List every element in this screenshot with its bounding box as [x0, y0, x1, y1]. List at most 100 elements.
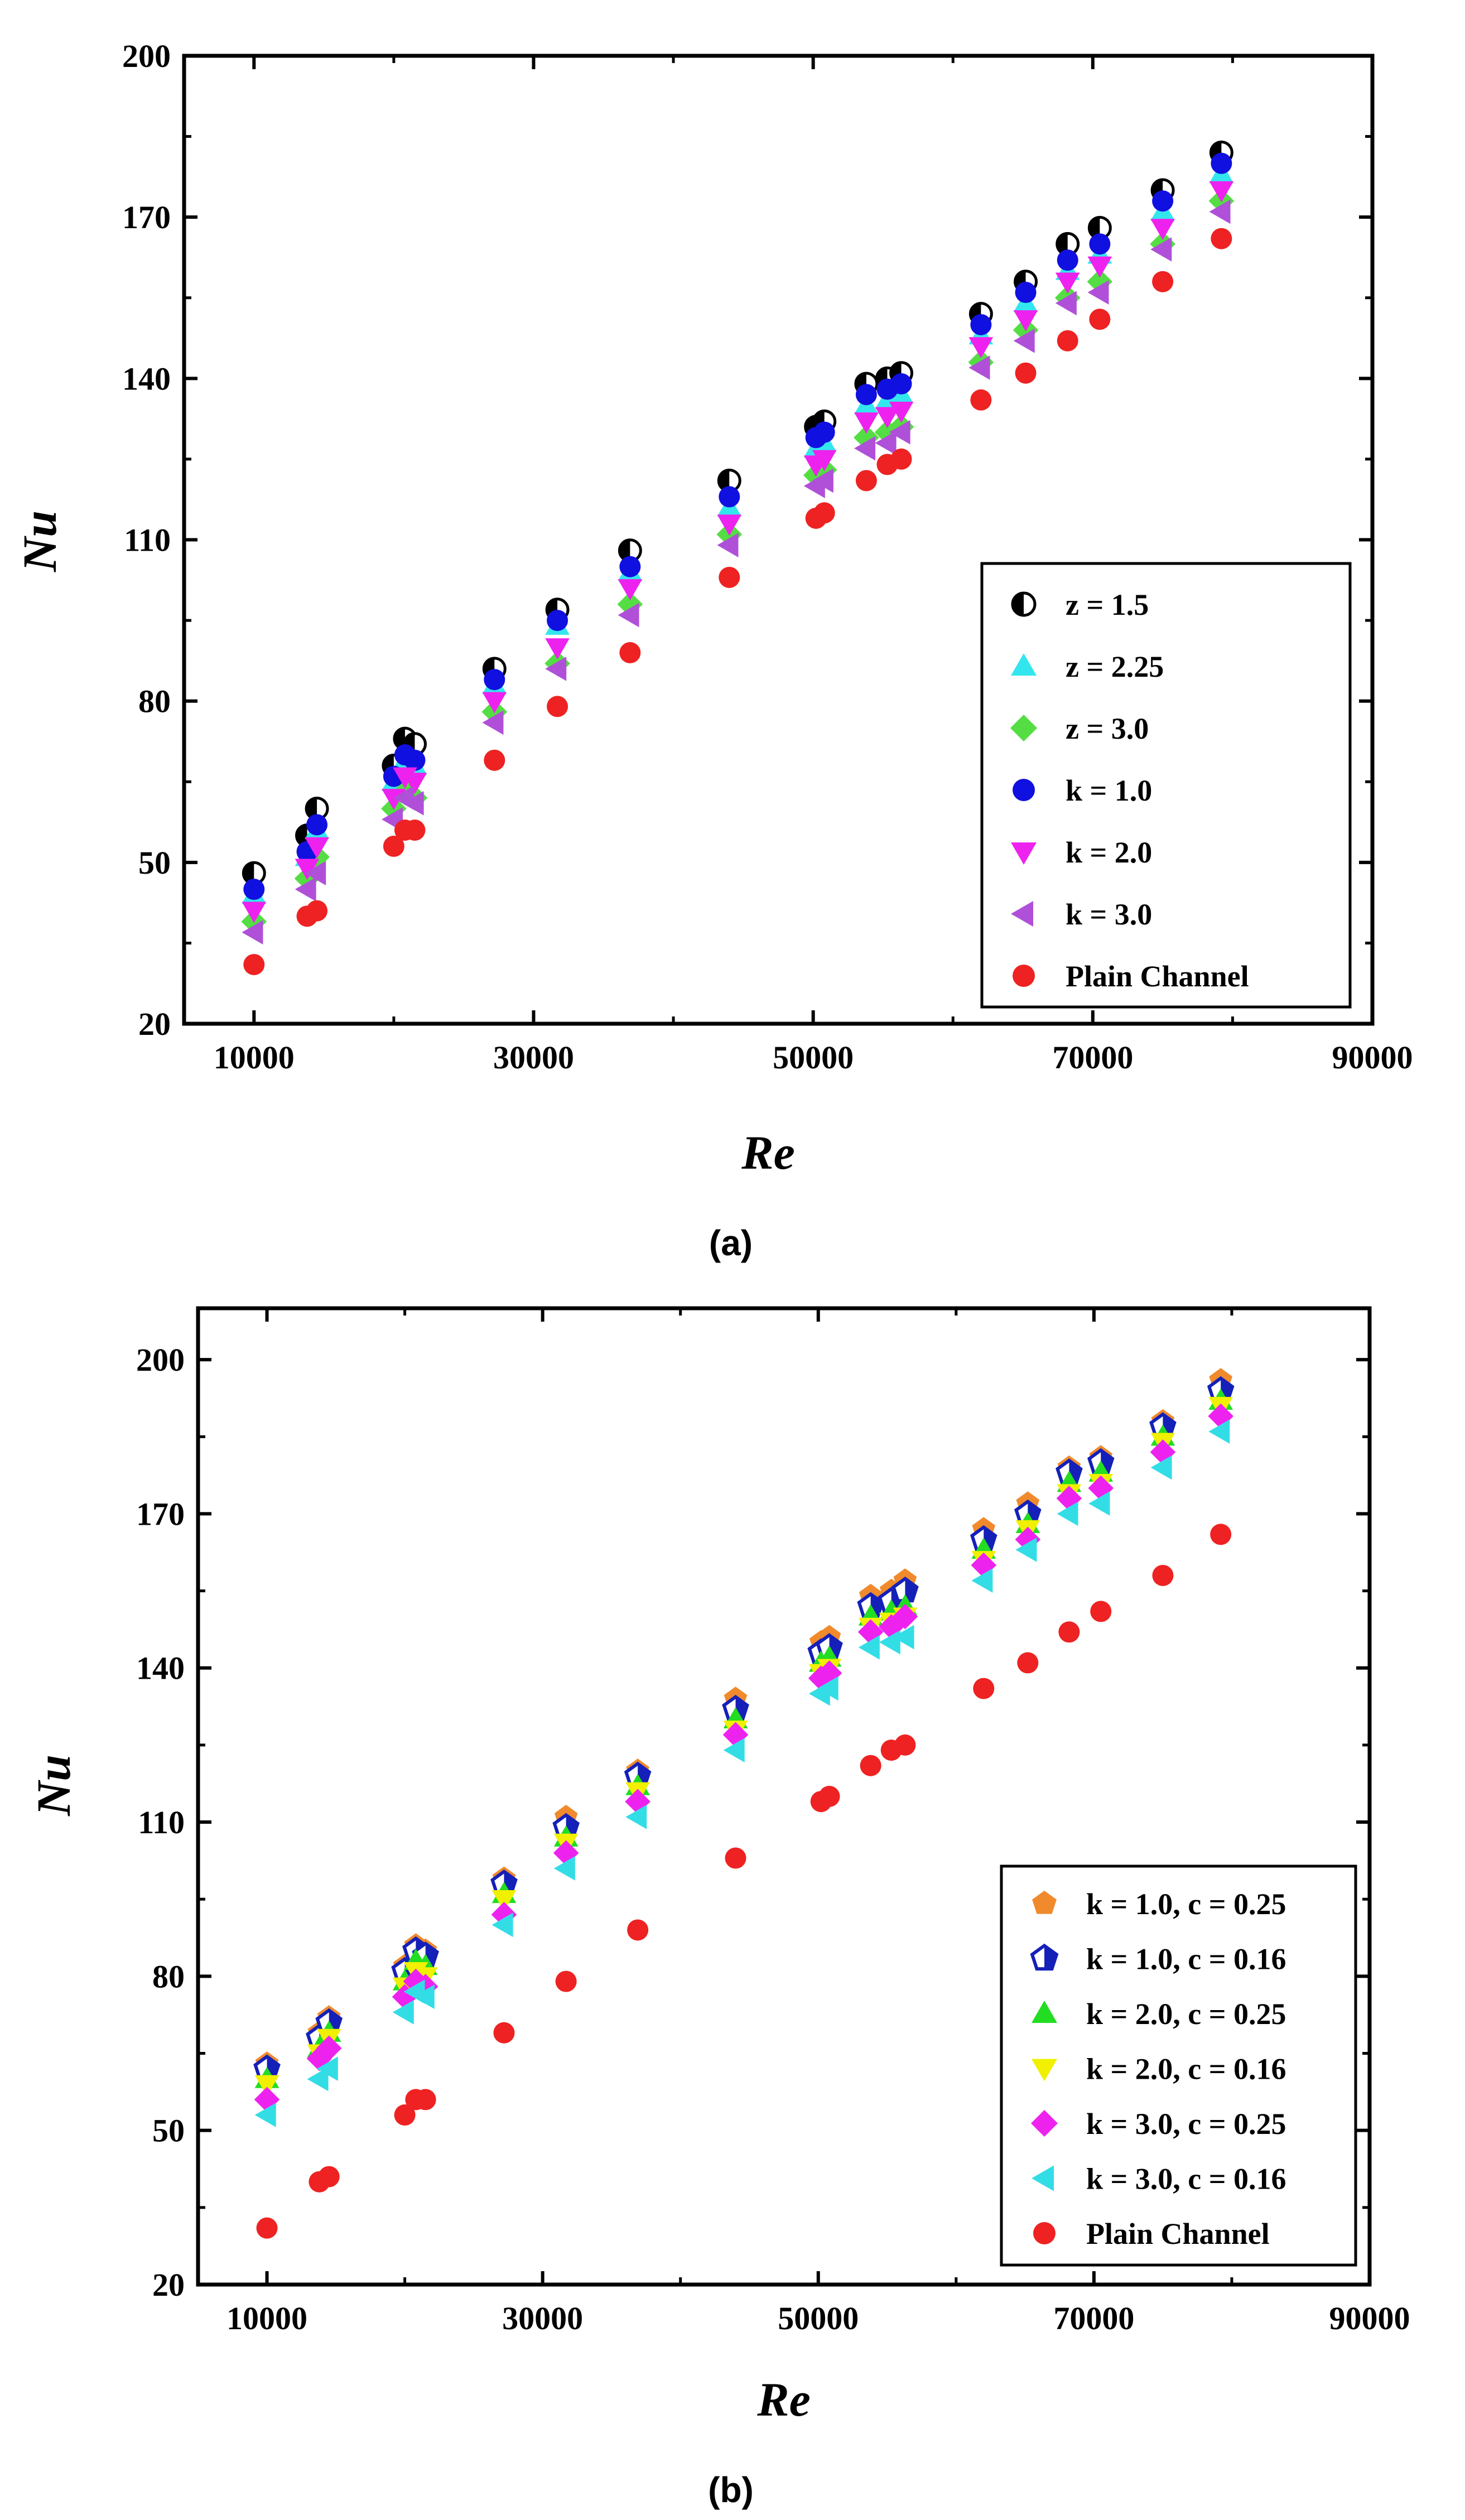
legend-marker: [1010, 715, 1037, 741]
data-point: [618, 603, 639, 628]
series-k-1-0: [243, 152, 1232, 900]
data-point: [482, 692, 507, 714]
legend-label: k = 1.0, c = 0.16: [1086, 1943, 1286, 1976]
data-point: [1210, 1524, 1232, 1545]
data-point: [491, 1890, 517, 1912]
data-point: [305, 837, 329, 859]
legend: k = 1.0, c = 0.25 k = 1.0, c = 0.16 k = 2.…: [1000, 1864, 1357, 2267]
data-point: [1057, 330, 1078, 351]
data-point: [719, 486, 740, 508]
legend-marker: [1013, 965, 1035, 987]
data-point: [812, 468, 833, 493]
data-point: [970, 314, 992, 335]
data-point: [1088, 1491, 1110, 1516]
data-point: [1089, 309, 1111, 330]
legend-marker: [1031, 2110, 1058, 2137]
data-point: [295, 877, 316, 902]
data-point: [619, 642, 641, 663]
panel-b: 10000 30000 50000 70000 90000 20 50 80 110 140 170…: [27, 1306, 1410, 2510]
x-tick-label: 50000: [773, 1039, 854, 1076]
data-point: [1087, 280, 1109, 305]
legend-label: z = 2.25: [1066, 650, 1164, 683]
data-point: [618, 538, 642, 563]
legend-label: z = 3.0: [1066, 712, 1149, 745]
legend-marker: [1032, 2001, 1057, 2023]
data-point: [393, 767, 417, 789]
data-point: [1152, 271, 1174, 292]
data-point: [484, 669, 505, 691]
data-point: [1055, 291, 1077, 316]
data-point: [1208, 1403, 1233, 1429]
data-point: [316, 2035, 342, 2061]
data-point: [813, 502, 835, 524]
data-point: [545, 656, 567, 681]
data-point: [1055, 272, 1080, 294]
x-tick-label: 50000: [778, 2300, 859, 2336]
y-tick-label: 200: [136, 1342, 185, 1378]
data-point: [404, 749, 426, 771]
data-point: [1209, 181, 1234, 203]
data-point: [1087, 215, 1112, 240]
data-point: [555, 1970, 577, 1992]
data-point: [1209, 199, 1231, 224]
legend-marker: [1032, 1891, 1057, 1914]
data-point: [305, 796, 329, 821]
y-tick-label: 110: [138, 1804, 185, 1840]
legend-label: k = 3.0, c = 0.25: [1086, 2107, 1286, 2141]
y-tick-label: 50: [138, 845, 171, 881]
x-tick-label: 90000: [1329, 2300, 1410, 2336]
data-point: [1152, 190, 1174, 212]
data-point: [1088, 1475, 1114, 1501]
legend-marker: [1011, 842, 1037, 865]
legend-label: k = 2.0, c = 0.16: [1086, 2052, 1286, 2086]
data-point: [627, 1919, 649, 1941]
legend-label: Plain Channel: [1066, 960, 1249, 993]
data-point: [892, 1603, 918, 1630]
data-point: [1150, 219, 1175, 240]
data-point: [625, 1804, 647, 1829]
panel-caption: (b): [708, 2470, 754, 2510]
data-point: [971, 1568, 993, 1593]
data-point: [1152, 1564, 1174, 1586]
data-point: [968, 337, 994, 359]
data-point: [817, 1676, 838, 1701]
data-point: [854, 412, 879, 434]
data-point: [404, 820, 426, 841]
legend-marker: [1033, 2222, 1056, 2244]
data-point: [818, 1786, 840, 1807]
legend-marker: [1011, 901, 1033, 927]
data-point: [1015, 1538, 1037, 1562]
legend: z = 1.5 z = 2.25 z = 3.0 k = 1.0 k = 2.0 k = …: [980, 562, 1352, 1009]
data-point: [242, 920, 263, 945]
data-point: [875, 431, 897, 455]
legend-label: k = 3.0, c = 0.16: [1086, 2162, 1286, 2196]
data-point: [305, 861, 326, 885]
data-point: [1013, 329, 1035, 353]
data-point: [973, 1678, 995, 1699]
data-point: [402, 791, 424, 816]
legend-label: k = 1.0: [1066, 774, 1152, 807]
data-point: [1211, 152, 1232, 174]
y-tick-label: 80: [152, 1958, 185, 1994]
data-point: [547, 696, 568, 717]
data-point: [890, 448, 912, 470]
data-point: [242, 861, 266, 885]
data-point: [394, 2104, 416, 2126]
data-point: [553, 1840, 579, 1866]
series-k-3-0-c-0-16: [254, 1419, 1230, 2127]
data-point: [1208, 1419, 1230, 1444]
data-point: [545, 638, 570, 660]
y-tick-label: 50: [152, 2113, 185, 2149]
data-point: [875, 407, 900, 428]
x-tick-label: 10000: [214, 1039, 295, 1076]
legend-marker: [1030, 1943, 1059, 1971]
series-plain-channel: [256, 1524, 1232, 2239]
legend-label: z = 1.5: [1066, 588, 1149, 621]
data-point: [491, 1902, 517, 1928]
y-tick-label: 200: [122, 38, 171, 74]
data-point: [316, 2056, 338, 2081]
data-point: [717, 514, 742, 536]
legend-box: [980, 562, 1352, 1009]
series-k-3-0: [242, 199, 1231, 945]
